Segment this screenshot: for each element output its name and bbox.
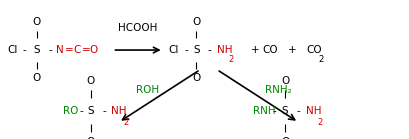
Text: N: N (56, 45, 64, 55)
Text: -: - (208, 45, 212, 55)
Text: =: = (65, 45, 74, 55)
Text: S: S (282, 106, 288, 116)
Text: Cl: Cl (169, 45, 179, 55)
Text: S: S (34, 45, 40, 55)
Text: NH: NH (306, 106, 321, 116)
Text: CO: CO (262, 45, 278, 55)
Text: O: O (89, 45, 97, 55)
Text: -: - (48, 45, 52, 55)
Text: RNH₂: RNH₂ (265, 85, 292, 95)
Text: =: = (81, 45, 90, 55)
Text: RO: RO (63, 106, 79, 116)
Text: O: O (281, 76, 289, 86)
Text: Cl: Cl (7, 45, 18, 55)
Text: -: - (273, 106, 277, 116)
Text: O: O (87, 76, 95, 86)
Text: O: O (192, 73, 200, 83)
Text: O: O (87, 137, 95, 139)
Text: -: - (184, 45, 188, 55)
Text: RNH: RNH (253, 106, 275, 116)
Text: O: O (281, 137, 289, 139)
Text: -: - (79, 106, 83, 116)
Text: -: - (102, 106, 106, 116)
Text: S: S (88, 106, 94, 116)
Text: CO: CO (307, 45, 322, 55)
Text: HCOOH: HCOOH (118, 23, 157, 33)
Text: 2: 2 (319, 55, 324, 64)
Text: -: - (22, 45, 27, 55)
Text: 2: 2 (229, 55, 234, 64)
Text: +: + (251, 45, 260, 55)
Text: -: - (297, 106, 301, 116)
Text: S: S (193, 45, 200, 55)
Text: O: O (33, 73, 41, 83)
Text: O: O (192, 17, 200, 27)
Text: C: C (73, 45, 81, 55)
Text: 2: 2 (318, 118, 323, 127)
Text: ROH: ROH (136, 85, 159, 95)
Text: NH: NH (217, 45, 232, 55)
Text: NH: NH (111, 106, 127, 116)
Text: +: + (288, 45, 297, 55)
Text: 2: 2 (124, 118, 128, 127)
Text: O: O (33, 17, 41, 27)
